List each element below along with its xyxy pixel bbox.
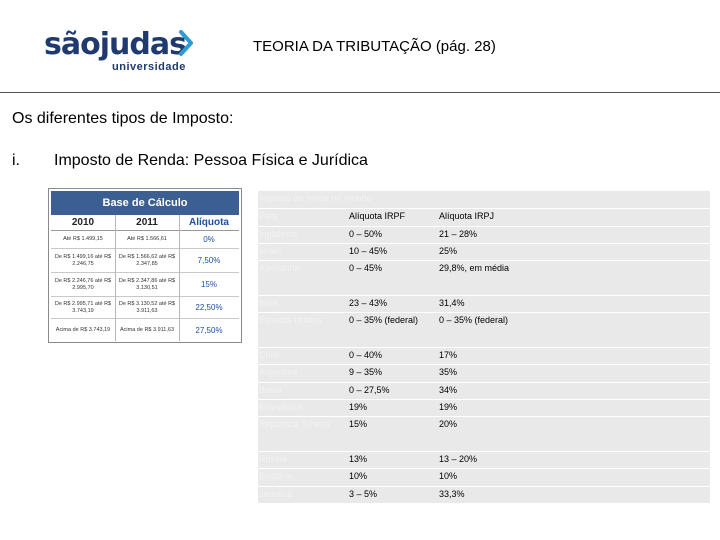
- cell-2011: Acima de R$ 3.911,63: [119, 326, 174, 333]
- cell-irpf: 3 – 5%: [349, 489, 378, 499]
- cell-irpj: 31,4%: [439, 298, 465, 308]
- section-subtitle: Os diferentes tipos de Imposto:: [12, 110, 234, 127]
- base-calculo-title: Base de Cálculo: [51, 191, 239, 215]
- cell-pais: Bulgária: [259, 471, 293, 481]
- cell-irpj: 20%: [439, 419, 458, 429]
- cell-irpj: 21 – 28%: [439, 229, 478, 239]
- header-pais: País: [259, 211, 278, 221]
- table-row: Alemanha 0 – 45% 29,8%, em média: [258, 260, 710, 295]
- cell-pais: Argentina: [259, 367, 298, 377]
- cell-irpf: 10%: [349, 471, 368, 481]
- cell-pais: Israel: [259, 246, 282, 256]
- cell-aliquota: 15%: [200, 280, 217, 289]
- table-row: De R$ 2.995,71 até R$ 3.743,19 De R$ 3.1…: [51, 297, 239, 319]
- cell-irpj: 17%: [439, 350, 458, 360]
- cell-2010: Acima de R$ 3.743,19: [55, 326, 111, 333]
- cell-pais: Jamaica: [259, 489, 293, 499]
- cell-2010: Até R$ 1.499,15: [63, 236, 103, 242]
- cell-2011: De R$ 1.566,62 até R$ 2.347,85: [118, 253, 176, 267]
- table-caption-row: Imposto de renda no mundo: [258, 191, 710, 208]
- logo-wordmark: sãojudas: [44, 27, 187, 62]
- cell-irpf: 15%: [349, 419, 368, 429]
- cell-irpf: 0 – 50%: [349, 229, 383, 239]
- cell-aliquota: 7,50%: [197, 256, 221, 265]
- item-heading: Imposto de Renda: Pessoa Física e Jurídi…: [54, 152, 368, 169]
- cell-irpf: 0 – 45%: [349, 263, 383, 273]
- cell-irpj: 13 – 20%: [439, 454, 478, 464]
- table-row: Jamaica 3 – 5% 33,3%: [258, 486, 710, 503]
- cell-irpf: 0 – 40%: [349, 350, 383, 360]
- table-caption: Imposto de renda no mundo: [259, 193, 372, 203]
- cell-irpj: 25%: [439, 246, 458, 256]
- column-header-aliquota: Alíquota: [179, 215, 239, 231]
- table-row: Chile 0 – 40% 17%: [258, 347, 710, 364]
- cell-irpf: 9 – 35%: [349, 367, 383, 377]
- cell-irpj: 10%: [439, 471, 458, 481]
- table-row: Rússia 13% 13 – 20%: [258, 451, 710, 468]
- page-title: TEORIA DA TRIBUTAÇÃO (pág. 28): [253, 38, 496, 55]
- table-row: República Tcheca 15% 20%: [258, 416, 710, 451]
- table-row: Israel 10 – 45% 25%: [258, 243, 710, 260]
- column-divider: [115, 215, 116, 341]
- cell-2010: De R$ 2.995,71 até R$ 3.743,19: [54, 300, 112, 314]
- cell-pais: Estados Unidos: [259, 315, 323, 325]
- saojudas-logo: sãojudas universidade: [44, 28, 194, 76]
- header-aliquota-irpj: Alíquota IRPJ: [439, 211, 495, 221]
- cell-irpj: 29,8%, em média: [439, 263, 510, 273]
- cell-2011: De R$ 2.347,86 até R$ 3.130,51: [118, 277, 176, 291]
- column-header-2011: 2011: [115, 215, 179, 231]
- cell-irpf: 23 – 43%: [349, 298, 388, 308]
- table-header-row: País Alíquota IRPF Alíquota IRPJ: [258, 208, 710, 226]
- table-row: Brasil 0 – 27,5% 34%: [258, 382, 710, 399]
- column-header-2010: 2010: [51, 215, 115, 231]
- cell-pais: República Tcheca: [259, 419, 330, 429]
- cell-aliquota: 0%: [203, 235, 215, 244]
- table-row: De R$ 2.246,76 até R$ 2.995,70 De R$ 2.3…: [51, 273, 239, 297]
- table-row: Eslováquia 19% 19%: [258, 399, 710, 416]
- cell-pais: Chile: [259, 350, 280, 360]
- table-row: De R$ 1.499,16 até R$ 2.246,75 De R$ 1.5…: [51, 249, 239, 273]
- chevron-right-icon: [179, 30, 193, 56]
- cell-pais: Brasil: [259, 385, 282, 395]
- world-income-tax-table: Imposto de renda no mundo País Alíquota …: [258, 191, 710, 503]
- cell-irpf: 19%: [349, 402, 368, 412]
- cell-pais: Eslováquia: [259, 402, 304, 412]
- table-row: Até R$ 1.499,15 Até R$ 1.566,61 0%: [51, 231, 239, 249]
- item-number: i.: [12, 152, 20, 169]
- table-row: Argentina 9 – 35% 35%: [258, 364, 710, 382]
- cell-irpj: 35%: [439, 367, 458, 377]
- cell-2010: De R$ 1.499,16 até R$ 2.246,75: [54, 253, 112, 267]
- column-divider: [179, 215, 180, 341]
- header-divider: [0, 92, 720, 93]
- logo-subtext: universidade: [112, 61, 186, 73]
- base-calculo-header-row: 2010 2011 Alíquota: [51, 215, 239, 231]
- cell-2011: Até R$ 1.566,61: [127, 236, 167, 242]
- table-row: Inglaterra 0 – 50% 21 – 28%: [258, 226, 710, 243]
- cell-irpf: 0 – 27,5%: [349, 385, 390, 395]
- cell-irpf: 13%: [349, 454, 368, 464]
- cell-irpf: 0 – 35% (federal): [349, 315, 419, 325]
- cell-irpj: 0 – 35% (federal): [439, 315, 509, 325]
- table-row: Estados Unidos 0 – 35% (federal) 0 – 35%…: [258, 312, 710, 347]
- cell-pais: Alemanha: [259, 263, 300, 273]
- cell-aliquota: 27,50%: [195, 325, 223, 335]
- cell-irpj: 34%: [439, 385, 458, 395]
- cell-aliquota: 22,50%: [195, 303, 223, 312]
- cell-2010: De R$ 2.246,76 até R$ 2.995,70: [54, 277, 112, 291]
- base-calculo-table: Base de Cálculo 2010 2011 Alíquota Até R…: [48, 188, 242, 343]
- cell-irpj: 19%: [439, 402, 458, 412]
- cell-pais: Rússia: [259, 454, 287, 464]
- cell-pais: Itália: [259, 298, 279, 308]
- table-row: Acima de R$ 3.743,19 Acima de R$ 3.911,6…: [51, 319, 239, 341]
- table-row: Itália 23 – 43% 31,4%: [258, 295, 710, 312]
- table-row: Bulgária 10% 10%: [258, 468, 710, 486]
- cell-irpj: 33,3%: [439, 489, 465, 499]
- header-aliquota-irpf: Alíquota IRPF: [349, 211, 406, 221]
- cell-pais: Inglaterra: [259, 229, 298, 239]
- cell-2011: De R$ 3.130,52 até R$ 3.911,63: [118, 300, 176, 314]
- cell-irpf: 10 – 45%: [349, 246, 388, 256]
